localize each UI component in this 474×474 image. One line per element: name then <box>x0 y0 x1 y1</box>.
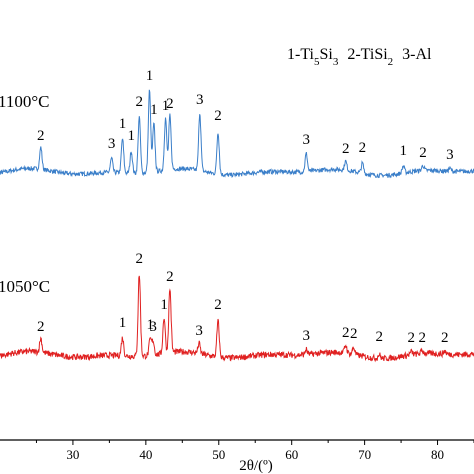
series-name-label-1: 1100°C <box>0 92 50 111</box>
peak-label: 1 <box>128 128 136 144</box>
x-tick-label: 40 <box>139 447 152 462</box>
peak-label: 2 <box>214 297 222 313</box>
peak-label: 1 <box>400 143 408 159</box>
peak-label: 3 <box>303 328 311 344</box>
peak-label: 1 <box>146 317 154 333</box>
x-tick-label: 70 <box>358 447 371 462</box>
peak-label: 3 <box>446 147 454 163</box>
peak-label: 2 <box>441 330 449 346</box>
peak-label: 1 <box>150 102 158 118</box>
peak-label: 3 <box>196 92 204 108</box>
peak-label: 2 <box>408 330 416 346</box>
peak-label: 2 <box>37 128 45 144</box>
series-line-2 <box>0 275 474 363</box>
peak-label: 1 <box>162 98 170 114</box>
peak-label: 3 <box>195 323 203 339</box>
peak-label: 2 <box>214 108 222 124</box>
peak-label: 2 <box>136 94 144 110</box>
peak-label: 3 <box>303 132 311 148</box>
x-tick-label: 60 <box>285 447 298 462</box>
peak-label: 3 <box>149 319 157 335</box>
x-tick-label: 30 <box>66 447 79 462</box>
x-tick-label: 50 <box>212 447 225 462</box>
peak-label: 2 <box>350 326 358 342</box>
series-name-label-2: 1050°C <box>0 277 50 296</box>
peak-label: 1 <box>160 297 168 313</box>
legend-text: 1-Ti5Si3 2-TiSi2 3-Al <box>287 46 432 68</box>
peak-label: 2 <box>419 145 427 161</box>
x-axis-ticks: 30 40 50 60 70 80 <box>35 440 474 462</box>
x-axis-title: 2θ/(º) <box>239 458 273 474</box>
x-tick-label: 80 <box>431 447 444 462</box>
peak-label: 2 <box>359 140 367 156</box>
peak-label: 2 <box>342 325 350 341</box>
peak-label: 2 <box>166 269 174 285</box>
peak-label: 1 <box>146 68 154 84</box>
peak-label: 1 <box>119 116 127 132</box>
peak-label: 2 <box>375 329 383 345</box>
peak-label: 1 <box>119 315 127 331</box>
peak-label: 2 <box>37 319 45 335</box>
series-line-1 <box>0 89 474 179</box>
peak-label: 2 <box>342 141 350 157</box>
series-layer <box>0 89 474 363</box>
series-label-layer: 1100°C 1050°C <box>0 92 50 296</box>
peak-label: 2 <box>166 96 174 112</box>
peak-label: 2 <box>418 330 426 346</box>
peak-label: 2 <box>136 251 144 267</box>
peak-label: 3 <box>108 136 116 152</box>
legend: 1-Ti5Si3 2-TiSi2 3-Al <box>287 46 432 68</box>
